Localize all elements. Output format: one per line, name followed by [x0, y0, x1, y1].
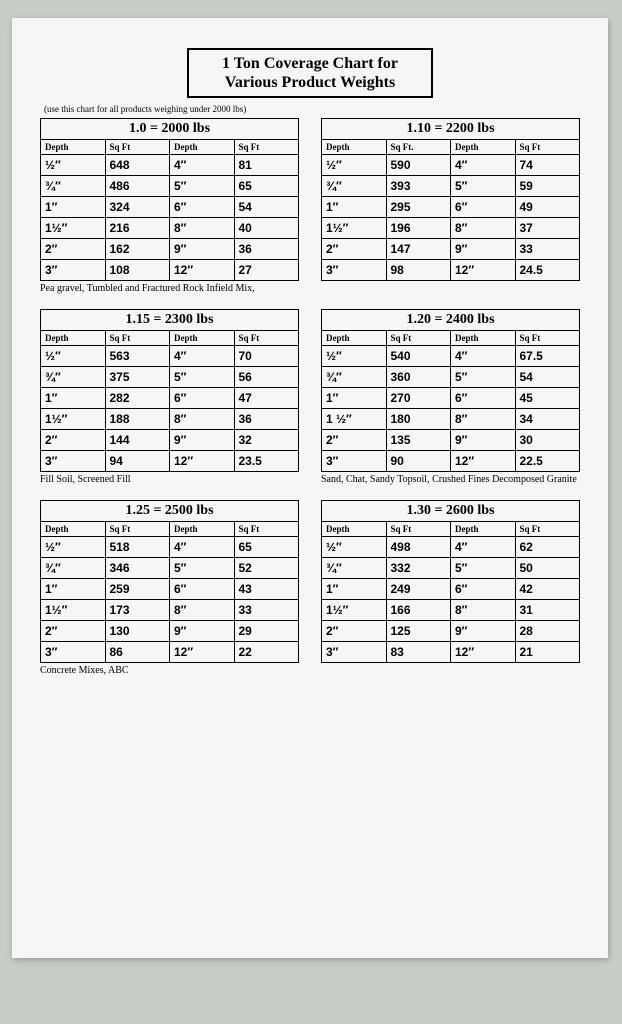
coverage-table: 1.20 = 2400 lbs Depth Sq Ft Depth Sq Ft … [321, 309, 580, 472]
table-row: 3″8312″21 [322, 642, 580, 663]
table-row: 1½″1668″31 [322, 600, 580, 621]
table-header-row: Depth Sq Ft Depth Sq Ft [41, 140, 299, 155]
coverage-table: 1.15 = 2300 lbs Depth Sq Ft Depth Sq Ft … [40, 309, 299, 472]
col-depth: Depth [322, 140, 387, 155]
coverage-table: 1.30 = 2600 lbs Depth Sq Ft Depth Sq Ft … [321, 500, 580, 663]
table-title: 1.10 = 2200 lbs [322, 119, 580, 140]
table-row: 1″3246″54 [41, 197, 299, 218]
table-row: ¾″3465″52 [41, 558, 299, 579]
table-row: ¾″3935″59 [322, 176, 580, 197]
table-row: 3″9412″23.5 [41, 451, 299, 472]
coverage-table: 1.0 = 2000 lbs Depth Sq Ft Depth Sq Ft ½… [40, 118, 299, 281]
table-row: 1½″2168″40 [41, 218, 299, 239]
table-row: 2″1629″36 [41, 239, 299, 260]
table-header-row: Depth Sq Ft Depth Sq Ft [322, 331, 580, 346]
col-depth: Depth [41, 522, 106, 537]
table-row: ¾″4865″65 [41, 176, 299, 197]
col-depth: Depth [41, 331, 106, 346]
table-block: 1.30 = 2600 lbs Depth Sq Ft Depth Sq Ft … [321, 500, 580, 677]
table-block: 1.20 = 2400 lbs Depth Sq Ft Depth Sq Ft … [321, 309, 580, 486]
table-row: 3″8612″22 [41, 642, 299, 663]
document-page: 1 Ton Coverage Chart for Various Product… [12, 18, 608, 958]
table-caption: Fill Soil, Screened Fill [40, 474, 299, 486]
page-title: 1 Ton Coverage Chart for Various Product… [187, 48, 433, 98]
col-sqft: Sq Ft [515, 140, 580, 155]
table-row: ½″5184″65 [41, 537, 299, 558]
table-row: 1″2956″49 [322, 197, 580, 218]
table-row: 2″1259″28 [322, 621, 580, 642]
col-sqft: Sq Ft [515, 331, 580, 346]
table-title: 1.30 = 2600 lbs [322, 501, 580, 522]
col-depth: Depth [322, 522, 387, 537]
col-sqft: Sq Ft [105, 331, 170, 346]
table-row: 2″1359″30 [322, 430, 580, 451]
table-row: 2″1309″29 [41, 621, 299, 642]
col-depth: Depth [41, 140, 106, 155]
table-row: 1″2826″47 [41, 388, 299, 409]
table-block: 1.15 = 2300 lbs Depth Sq Ft Depth Sq Ft … [40, 309, 299, 486]
col-depth: Depth [451, 140, 516, 155]
table-block: 1.25 = 2500 lbs Depth Sq Ft Depth Sq Ft … [40, 500, 299, 677]
table-row: 1 ½″1808″34 [322, 409, 580, 430]
col-depth: Depth [170, 331, 235, 346]
coverage-table: 1.25 = 2500 lbs Depth Sq Ft Depth Sq Ft … [40, 500, 299, 663]
table-row: ¾″3755″56 [41, 367, 299, 388]
table-row: 1½″1968″37 [322, 218, 580, 239]
table-row: 2″1479″33 [322, 239, 580, 260]
table-row: 3″9012″22.5 [322, 451, 580, 472]
col-depth: Depth [451, 331, 516, 346]
col-sqft: Sq Ft [234, 331, 299, 346]
table-row: 1″2496″42 [322, 579, 580, 600]
title-line-1: 1 Ton Coverage Chart for [222, 55, 398, 72]
table-row: ½″5404″67.5 [322, 346, 580, 367]
table-row: ½″6484″81 [41, 155, 299, 176]
table-block: 1.0 = 2000 lbs Depth Sq Ft Depth Sq Ft ½… [40, 118, 299, 295]
table-row: 1″2596″43 [41, 579, 299, 600]
col-sqft: Sq Ft [386, 522, 451, 537]
table-title: 1.0 = 2000 lbs [41, 119, 299, 140]
title-line-2: Various Product Weights [225, 74, 395, 91]
table-row: ¾″3325″50 [322, 558, 580, 579]
col-depth: Depth [451, 522, 516, 537]
col-sqft: Sq Ft [386, 331, 451, 346]
table-row: 3″10812″27 [41, 260, 299, 281]
table-row: ½″5904″74 [322, 155, 580, 176]
col-sqft: Sq Ft [515, 522, 580, 537]
table-block: 1.10 = 2200 lbs Depth Sq Ft. Depth Sq Ft… [321, 118, 580, 295]
table-row: ½″5634″70 [41, 346, 299, 367]
col-sqft: Sq Ft [105, 140, 170, 155]
col-depth: Depth [322, 331, 387, 346]
table-caption: Sand, Chat, Sandy Topsoil, Crushed Fines… [321, 474, 580, 486]
table-header-row: Depth Sq Ft Depth Sq Ft [322, 522, 580, 537]
table-title: 1.15 = 2300 lbs [41, 310, 299, 331]
table-caption: Pea gravel, Tumbled and Fractured Rock I… [40, 283, 299, 295]
tables-grid: 1.0 = 2000 lbs Depth Sq Ft Depth Sq Ft ½… [40, 118, 580, 677]
col-depth: Depth [170, 140, 235, 155]
table-title: 1.20 = 2400 lbs [322, 310, 580, 331]
table-caption: Concrete Mixes, ABC [40, 665, 299, 677]
coverage-table: 1.10 = 2200 lbs Depth Sq Ft. Depth Sq Ft… [321, 118, 580, 281]
col-sqft: Sq Ft [234, 522, 299, 537]
table-row: 1½″1888″36 [41, 409, 299, 430]
table-header-row: Depth Sq Ft Depth Sq Ft [41, 331, 299, 346]
table-row: 3″9812″24.5 [322, 260, 580, 281]
table-header-row: Depth Sq Ft Depth Sq Ft [41, 522, 299, 537]
table-row: 1½″1738″33 [41, 600, 299, 621]
table-row: 1″2706″45 [322, 388, 580, 409]
table-title: 1.25 = 2500 lbs [41, 501, 299, 522]
subtitle: (use this chart for all products weighin… [40, 104, 580, 114]
table-row: ¾″3605″54 [322, 367, 580, 388]
table-row: 2″1449″32 [41, 430, 299, 451]
col-sqft: Sq Ft [105, 522, 170, 537]
col-sqft: Sq Ft. [386, 140, 451, 155]
table-header-row: Depth Sq Ft. Depth Sq Ft [322, 140, 580, 155]
table-row: ½″4984″62 [322, 537, 580, 558]
col-sqft: Sq Ft [234, 140, 299, 155]
col-depth: Depth [170, 522, 235, 537]
